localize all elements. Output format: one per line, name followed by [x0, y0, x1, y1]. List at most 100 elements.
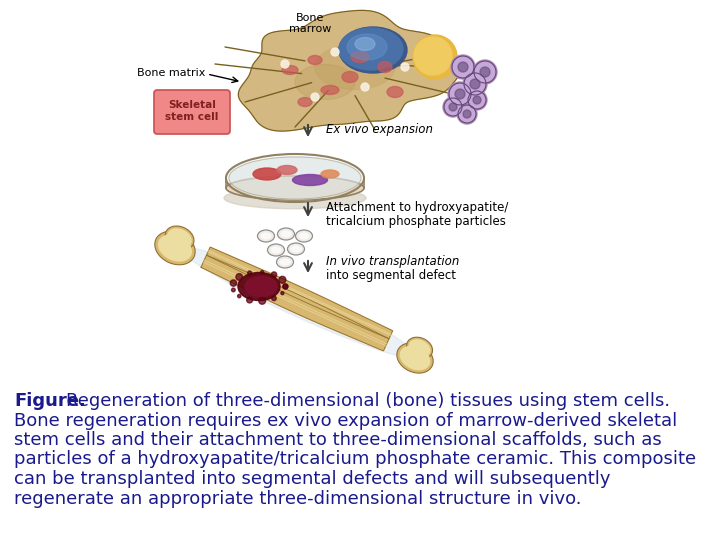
Circle shape	[401, 63, 409, 71]
Text: In vivo transplantation: In vivo transplantation	[326, 255, 459, 268]
Text: Attachment to hydroxyapatite/: Attachment to hydroxyapatite/	[326, 201, 508, 214]
Circle shape	[361, 83, 369, 91]
Ellipse shape	[165, 226, 194, 250]
Ellipse shape	[397, 343, 433, 373]
Ellipse shape	[276, 256, 294, 268]
Ellipse shape	[258, 230, 274, 242]
Circle shape	[247, 297, 253, 303]
Circle shape	[470, 79, 480, 89]
Ellipse shape	[321, 85, 339, 94]
Text: Bone matrix: Bone matrix	[137, 68, 205, 78]
Ellipse shape	[298, 98, 312, 106]
Ellipse shape	[292, 174, 328, 186]
Text: Ex vivo expansion: Ex vivo expansion	[326, 123, 433, 136]
Text: Bone regeneration requires ex vivo expansion of marrow-derived skeletal: Bone regeneration requires ex vivo expan…	[14, 411, 678, 429]
Ellipse shape	[295, 230, 312, 242]
Circle shape	[473, 96, 481, 104]
Text: regenerate an appropriate three-dimensional structure in vivo.: regenerate an appropriate three-dimensio…	[14, 489, 582, 508]
Ellipse shape	[339, 28, 403, 70]
Circle shape	[238, 294, 241, 298]
Ellipse shape	[238, 273, 280, 300]
Circle shape	[480, 67, 490, 77]
Circle shape	[465, 74, 485, 94]
Ellipse shape	[315, 44, 395, 90]
Ellipse shape	[295, 64, 355, 99]
Circle shape	[473, 60, 497, 84]
Text: Skeletal: Skeletal	[168, 100, 216, 110]
Ellipse shape	[282, 65, 298, 75]
Circle shape	[445, 99, 461, 115]
Ellipse shape	[279, 259, 290, 266]
Circle shape	[271, 296, 276, 301]
Text: marrow: marrow	[289, 24, 331, 34]
Ellipse shape	[228, 156, 362, 200]
Circle shape	[413, 35, 457, 79]
Polygon shape	[207, 247, 392, 339]
Ellipse shape	[245, 276, 277, 296]
Ellipse shape	[226, 176, 364, 200]
Circle shape	[283, 284, 288, 289]
Circle shape	[467, 90, 487, 110]
Polygon shape	[201, 255, 389, 351]
Circle shape	[271, 272, 276, 278]
Circle shape	[311, 93, 319, 101]
Circle shape	[457, 104, 477, 124]
Circle shape	[455, 89, 465, 99]
FancyBboxPatch shape	[154, 90, 230, 134]
Ellipse shape	[155, 231, 195, 265]
Polygon shape	[238, 10, 462, 131]
Ellipse shape	[407, 337, 433, 359]
Text: particles of a hydroxyapatite/tricalcium phosphate ceramic. This composite: particles of a hydroxyapatite/tricalcium…	[14, 450, 696, 469]
Circle shape	[331, 48, 339, 56]
Ellipse shape	[355, 37, 375, 51]
Text: Regeneration of three-dimensional (bone) tissues using stem cells.: Regeneration of three-dimensional (bone)…	[66, 392, 670, 410]
Text: can be transplanted into segmental defects and will subsequently: can be transplanted into segmental defec…	[14, 470, 611, 488]
Ellipse shape	[158, 234, 192, 262]
Ellipse shape	[290, 246, 302, 253]
Circle shape	[463, 110, 471, 118]
Circle shape	[281, 292, 284, 295]
Ellipse shape	[228, 156, 362, 200]
Ellipse shape	[308, 56, 322, 64]
Text: stem cells and their attachment to three-dimensional scaffolds, such as: stem cells and their attachment to three…	[14, 431, 662, 449]
Circle shape	[279, 276, 286, 284]
Circle shape	[281, 60, 289, 68]
Circle shape	[448, 82, 472, 106]
Ellipse shape	[342, 71, 358, 83]
Ellipse shape	[387, 86, 403, 98]
Text: stem cell: stem cell	[166, 112, 219, 122]
Ellipse shape	[351, 51, 369, 63]
Text: Bone: Bone	[296, 13, 324, 23]
Circle shape	[414, 37, 452, 75]
Circle shape	[469, 92, 485, 108]
Circle shape	[459, 106, 475, 122]
Circle shape	[232, 288, 235, 292]
Ellipse shape	[347, 34, 387, 60]
Circle shape	[451, 55, 475, 79]
Text: tricalcium phosphate particles: tricalcium phosphate particles	[326, 215, 506, 228]
Circle shape	[453, 57, 473, 77]
Circle shape	[261, 271, 264, 274]
Circle shape	[475, 62, 495, 82]
Ellipse shape	[287, 243, 305, 255]
Ellipse shape	[277, 165, 297, 174]
Circle shape	[450, 84, 470, 104]
Circle shape	[283, 284, 288, 289]
Ellipse shape	[339, 27, 407, 73]
Circle shape	[463, 72, 487, 96]
Ellipse shape	[299, 233, 310, 240]
Circle shape	[248, 271, 252, 275]
Ellipse shape	[277, 228, 294, 240]
Ellipse shape	[281, 231, 292, 238]
Circle shape	[230, 280, 237, 286]
Ellipse shape	[400, 346, 431, 370]
Ellipse shape	[168, 228, 192, 248]
Circle shape	[458, 62, 468, 72]
Ellipse shape	[268, 244, 284, 256]
Ellipse shape	[271, 246, 282, 253]
Circle shape	[236, 274, 243, 280]
Ellipse shape	[409, 339, 431, 357]
Ellipse shape	[253, 168, 281, 180]
Ellipse shape	[261, 233, 271, 240]
Text: Figure.: Figure.	[14, 392, 86, 410]
